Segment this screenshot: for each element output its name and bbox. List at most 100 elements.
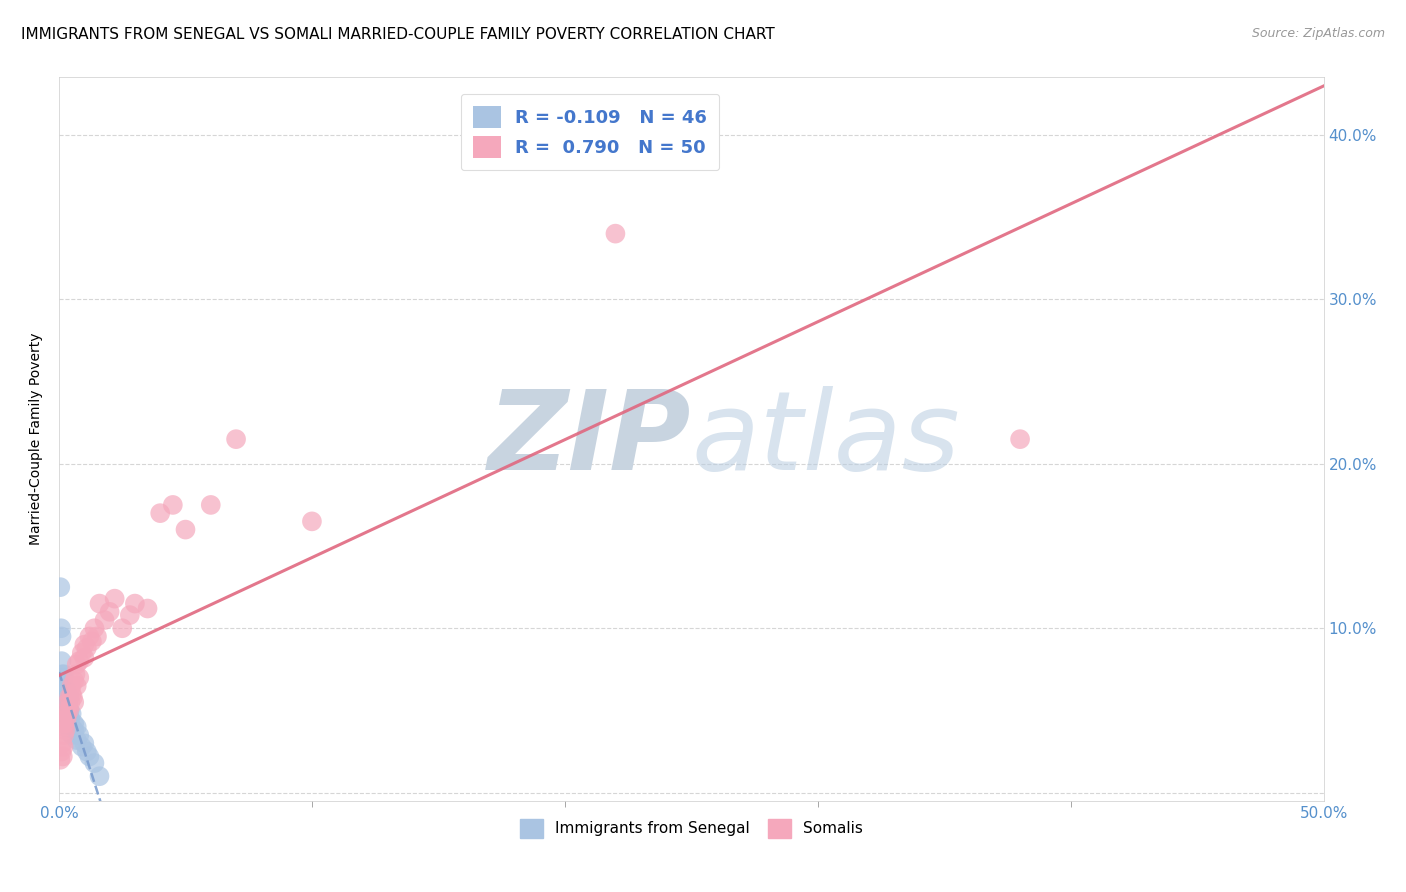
Point <box>55 706 77 721</box>
Point <box>52 679 75 693</box>
Point <box>49 753 72 767</box>
Text: IMMIGRANTS FROM SENEGAL VS SOMALI MARRIED-COUPLE FAMILY POVERTY CORRELATION CHAR: IMMIGRANTS FROM SENEGAL VS SOMALI MARRIE… <box>21 27 775 42</box>
Point <box>73 638 96 652</box>
Point <box>49 580 72 594</box>
Point <box>56 695 79 709</box>
Point <box>80 634 103 648</box>
Point <box>62 690 84 705</box>
Point <box>53 695 76 709</box>
Point <box>63 723 86 738</box>
Point <box>76 745 98 759</box>
Point <box>149 506 172 520</box>
Point <box>86 630 108 644</box>
Point <box>53 728 76 742</box>
Point <box>89 769 111 783</box>
Point <box>51 736 73 750</box>
Point <box>60 706 83 721</box>
Point <box>51 745 73 759</box>
Point <box>59 723 82 738</box>
Point <box>52 687 75 701</box>
Point <box>49 621 72 635</box>
Point <box>59 703 82 717</box>
Point <box>58 690 80 705</box>
Point <box>60 687 83 701</box>
Point <box>53 703 76 717</box>
Point <box>52 739 75 754</box>
Point <box>111 621 134 635</box>
Point <box>89 597 111 611</box>
Point <box>53 720 76 734</box>
Point <box>56 716 79 731</box>
Point <box>56 698 79 713</box>
Point <box>53 690 76 705</box>
Point <box>124 597 146 611</box>
Point <box>70 739 93 754</box>
Point <box>56 695 79 709</box>
Text: ZIP: ZIP <box>488 385 692 492</box>
Point <box>58 712 80 726</box>
Point <box>60 728 83 742</box>
Point <box>66 679 89 693</box>
Point <box>52 673 75 688</box>
Point <box>60 720 83 734</box>
Point <box>79 749 101 764</box>
Point <box>58 703 80 717</box>
Point <box>51 667 73 681</box>
Point <box>63 673 86 688</box>
Point <box>98 605 121 619</box>
Point <box>66 720 89 734</box>
Point <box>59 695 82 709</box>
Point <box>59 712 82 726</box>
Point <box>65 667 87 681</box>
Point <box>53 687 76 701</box>
Point <box>55 700 77 714</box>
Point <box>66 657 89 672</box>
Point <box>301 514 323 528</box>
Point <box>83 756 105 770</box>
Point <box>174 523 197 537</box>
Point <box>200 498 222 512</box>
Point <box>73 650 96 665</box>
Point <box>162 498 184 512</box>
Point <box>55 712 77 726</box>
Point <box>55 706 77 721</box>
Point <box>53 723 76 738</box>
Point <box>76 640 98 655</box>
Point <box>52 671 75 685</box>
Point <box>60 679 83 693</box>
Point <box>55 690 77 705</box>
Point <box>605 227 627 241</box>
Point <box>55 683 77 698</box>
Y-axis label: Married-Couple Family Poverty: Married-Couple Family Poverty <box>30 333 44 545</box>
Point <box>93 613 115 627</box>
Point <box>55 695 77 709</box>
Point <box>67 671 90 685</box>
Point <box>51 630 73 644</box>
Point <box>70 646 93 660</box>
Point <box>56 706 79 721</box>
Point <box>66 733 89 747</box>
Point <box>51 654 73 668</box>
Point <box>63 695 86 709</box>
Text: atlas: atlas <box>692 385 960 492</box>
Point <box>67 728 90 742</box>
Point <box>53 687 76 701</box>
Point <box>67 654 90 668</box>
Point <box>53 667 76 681</box>
Point <box>55 703 77 717</box>
Point <box>53 716 76 731</box>
Text: Source: ZipAtlas.com: Source: ZipAtlas.com <box>1251 27 1385 40</box>
Point <box>51 679 73 693</box>
Point <box>83 621 105 635</box>
Point <box>58 703 80 717</box>
Point <box>136 601 159 615</box>
Point <box>56 712 79 726</box>
Point <box>52 749 75 764</box>
Point <box>58 690 80 705</box>
Point <box>225 432 247 446</box>
Legend: Immigrants from Senegal, Somalis: Immigrants from Senegal, Somalis <box>513 813 869 844</box>
Point <box>118 608 141 623</box>
Point <box>1010 432 1032 446</box>
Point <box>63 716 86 731</box>
Point <box>79 630 101 644</box>
